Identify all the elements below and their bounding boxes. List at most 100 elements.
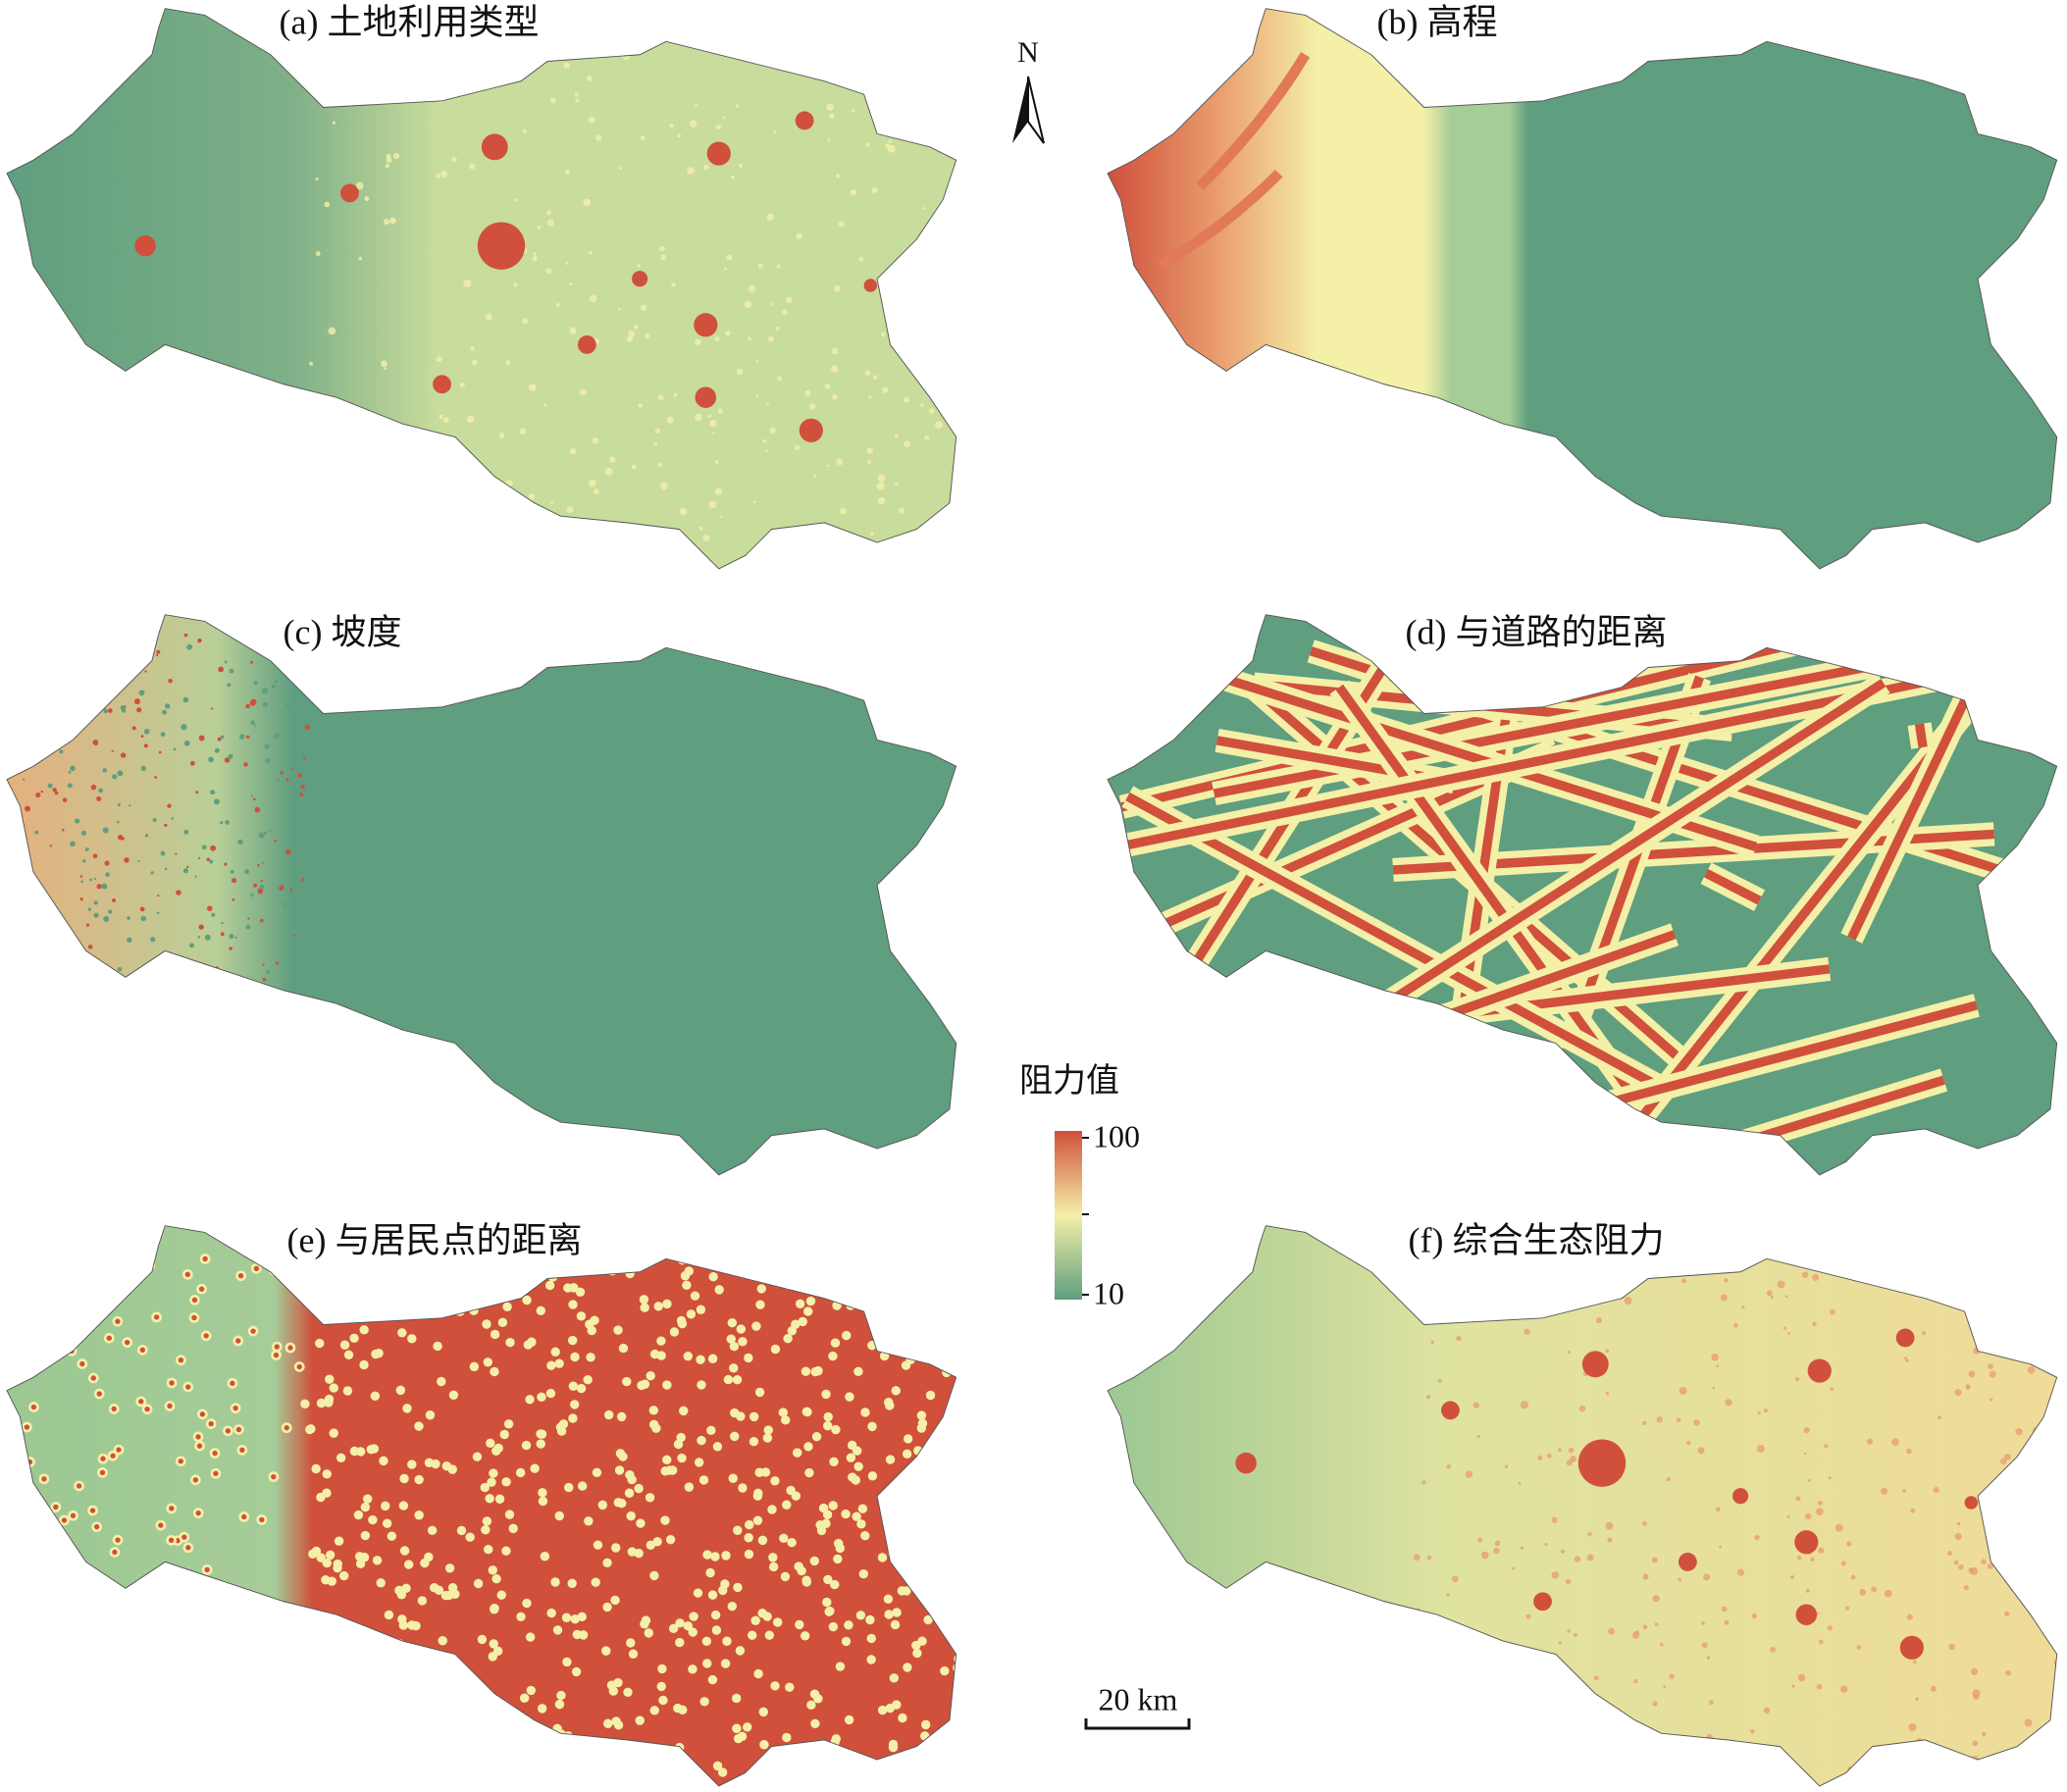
settlement-ring	[586, 1353, 595, 1362]
settlement-ring	[516, 1612, 526, 1621]
speckle	[757, 263, 763, 269]
settlement-ring	[613, 1677, 623, 1688]
slope-speckle	[197, 638, 202, 643]
settlement-ring	[538, 1496, 548, 1507]
speckle	[1560, 1690, 1565, 1695]
slope-speckle	[82, 858, 86, 863]
settlement-ring	[489, 1639, 498, 1649]
speckle	[2024, 1718, 2033, 1727]
settlement-ring	[905, 1241, 915, 1251]
slope-speckle	[80, 880, 84, 884]
speckle	[546, 219, 554, 227]
speckle	[926, 64, 933, 72]
slope-speckle	[30, 668, 34, 673]
speckle	[1410, 1658, 1419, 1666]
slope-speckle	[93, 912, 99, 918]
settlement-ring	[478, 1728, 488, 1739]
map-outline	[1107, 1225, 2058, 1787]
speckle	[1787, 1332, 1791, 1335]
speckle	[470, 346, 475, 351]
speckle	[427, 472, 432, 477]
settlement-dot	[78, 1292, 90, 1303]
speckle	[2005, 1669, 2011, 1676]
settlement-ring	[875, 1766, 885, 1776]
settlement-dot	[179, 1531, 190, 1543]
speckle	[1946, 1551, 1952, 1557]
slope-speckle	[176, 890, 181, 896]
speckle	[418, 91, 423, 96]
slope-speckle	[79, 875, 83, 878]
speckle	[1477, 1537, 1483, 1543]
settlement-ring	[902, 1771, 912, 1782]
speckle	[392, 152, 400, 160]
speckle	[913, 250, 921, 257]
settlement-ring	[334, 1536, 344, 1546]
slope-speckle	[116, 820, 120, 824]
speckle	[1757, 1411, 1761, 1415]
slope-speckle	[197, 936, 201, 939]
settlement-ring	[483, 1357, 492, 1367]
settlement-ring	[448, 1390, 459, 1400]
slope-speckle	[213, 989, 220, 995]
settlement-dot	[32, 1337, 44, 1348]
speckle	[943, 276, 950, 282]
slope-speckle	[249, 699, 256, 706]
slope-speckle	[16, 878, 23, 885]
speckle	[1905, 1358, 1909, 1362]
speckle	[1750, 1729, 1755, 1734]
speckle	[1989, 1321, 1993, 1325]
speckle	[1605, 1349, 1610, 1354]
speckle	[519, 428, 527, 435]
slope-speckle	[117, 770, 124, 777]
slope-speckle	[195, 791, 199, 794]
slope-speckle	[49, 714, 55, 720]
settlement-ring	[592, 1467, 602, 1478]
settlement-ring	[735, 1646, 746, 1656]
speckle	[687, 167, 695, 175]
arrow-left	[1012, 77, 1028, 143]
speckle	[315, 251, 321, 256]
settlement-ring	[721, 1551, 731, 1561]
slope-speckle	[262, 977, 267, 982]
settlement-ring	[943, 1446, 954, 1457]
slope-speckle	[277, 885, 281, 889]
settlement-ring	[750, 1615, 760, 1625]
slope-speckle	[62, 797, 68, 802]
settlement-ring	[603, 1718, 613, 1728]
settlement-ring	[748, 1630, 757, 1640]
settlement-ring	[860, 1531, 870, 1541]
settlement-ring	[897, 1755, 906, 1766]
settlement-ring	[903, 1663, 912, 1672]
speckle	[617, 307, 621, 311]
settlement-ring	[311, 1681, 321, 1692]
settlement-ring	[342, 1386, 353, 1396]
settlement-ring	[646, 1781, 656, 1786]
speckle	[2040, 1612, 2044, 1616]
settlement-ring	[546, 1608, 556, 1618]
settlement-ring	[437, 1376, 446, 1387]
speckle	[450, 156, 457, 163]
slope-speckle	[250, 894, 254, 897]
settlement-ring	[658, 1695, 668, 1706]
settlement-ring	[768, 1562, 779, 1572]
settlement-ring	[435, 1708, 445, 1717]
speckle	[874, 110, 880, 116]
panel-title: (c) 坡度	[284, 612, 402, 651]
settlement-ring	[315, 1338, 325, 1349]
settlement-ring	[569, 1283, 579, 1293]
settlement-dot	[115, 1622, 127, 1633]
speckle	[1480, 1551, 1489, 1560]
settlement-ring	[344, 1706, 354, 1715]
speckle	[460, 532, 469, 540]
settlement-ring	[387, 1531, 397, 1541]
slope-speckle	[229, 668, 234, 674]
speckle	[1415, 1674, 1422, 1682]
slope-speckle	[189, 760, 195, 766]
settlement-ring	[737, 1731, 748, 1741]
settlement-ring	[325, 1733, 335, 1743]
slope-speckle	[224, 660, 228, 664]
speckle	[824, 383, 831, 389]
settlement-dot	[21, 1269, 32, 1281]
settlement-ring	[429, 1582, 439, 1593]
slope-speckle	[54, 791, 59, 795]
